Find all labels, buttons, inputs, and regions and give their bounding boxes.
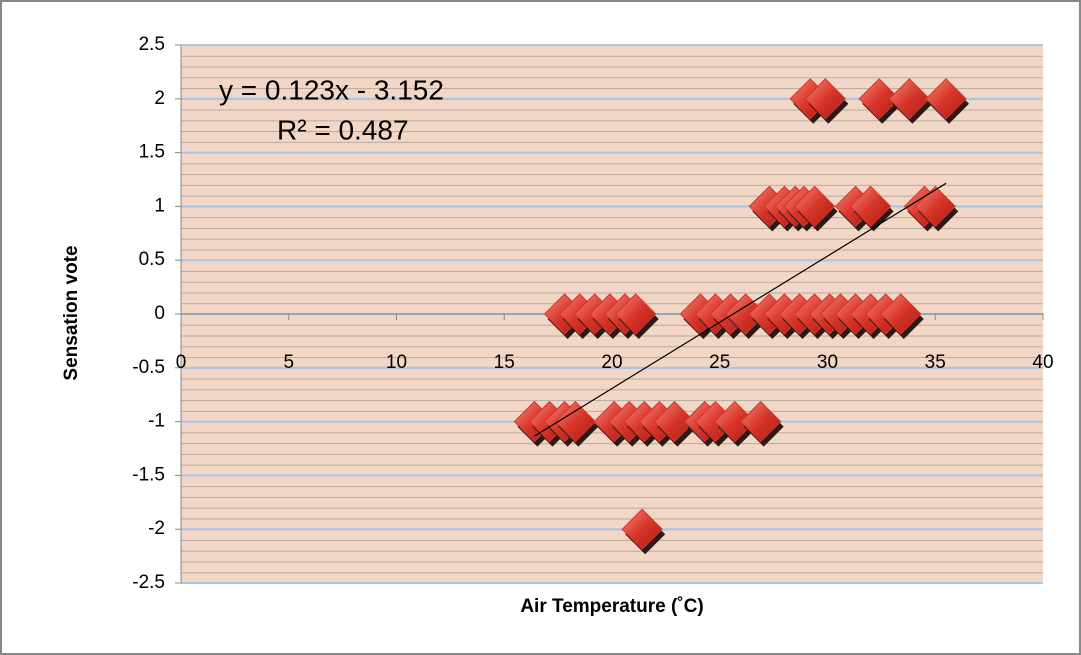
point: [925, 78, 970, 124]
x-tick-label: 10: [386, 352, 407, 373]
x-tick-label: 5: [283, 352, 294, 373]
y-axis-title: Sensation vote: [61, 245, 82, 380]
point-marker: [849, 185, 892, 228]
point-marker: [888, 78, 931, 120]
point: [793, 185, 838, 232]
point: [849, 185, 894, 232]
y-tick-label: -1: [148, 411, 165, 432]
y-tick-label: -2.5: [132, 572, 165, 593]
y-tick-label: 0: [154, 303, 165, 324]
x-tick-label: 0: [176, 352, 187, 373]
x-tick-label: 15: [494, 352, 515, 373]
point-marker: [739, 400, 782, 443]
point: [880, 293, 924, 339]
point-marker: [621, 508, 663, 550]
x-tick-label: 30: [817, 352, 838, 373]
y-tick-label: -2: [148, 518, 165, 539]
x-tick-label: 20: [601, 352, 622, 373]
y-tick-label: 2: [154, 88, 165, 109]
y-tick-label: 1.5: [139, 142, 165, 163]
point: [554, 400, 599, 447]
x-tick-label: 25: [709, 352, 730, 373]
point: [804, 78, 849, 124]
y-tick-label: 2.5: [139, 34, 165, 55]
trendline: [534, 182, 947, 437]
point: [614, 293, 659, 339]
x-axis-title: Air Temperature (˚C): [520, 596, 703, 617]
x-tick-label: 40: [1032, 352, 1053, 373]
x-tick-label: 35: [925, 352, 946, 373]
point-marker: [880, 293, 922, 335]
trendline-r-squared: R² = 0.487: [277, 114, 409, 145]
point: [858, 78, 903, 124]
y-tick-label: -1.5: [132, 464, 165, 485]
point-marker: [614, 293, 657, 335]
point-marker: [925, 78, 967, 120]
point-marker: [653, 400, 696, 443]
point-marker: [804, 78, 847, 120]
point-marker: [554, 400, 597, 443]
point-marker: [793, 185, 836, 228]
y-tick-label: 1: [154, 195, 165, 216]
trendline-equation: y = 0.123x - 3.152: [219, 74, 444, 105]
point-marker: [858, 78, 900, 120]
point: [888, 78, 933, 124]
point: [739, 400, 784, 447]
y-tick-label: -0.5: [132, 357, 165, 378]
point: [621, 508, 666, 555]
y-tick-label: 0.5: [139, 249, 165, 270]
point: [653, 400, 698, 447]
